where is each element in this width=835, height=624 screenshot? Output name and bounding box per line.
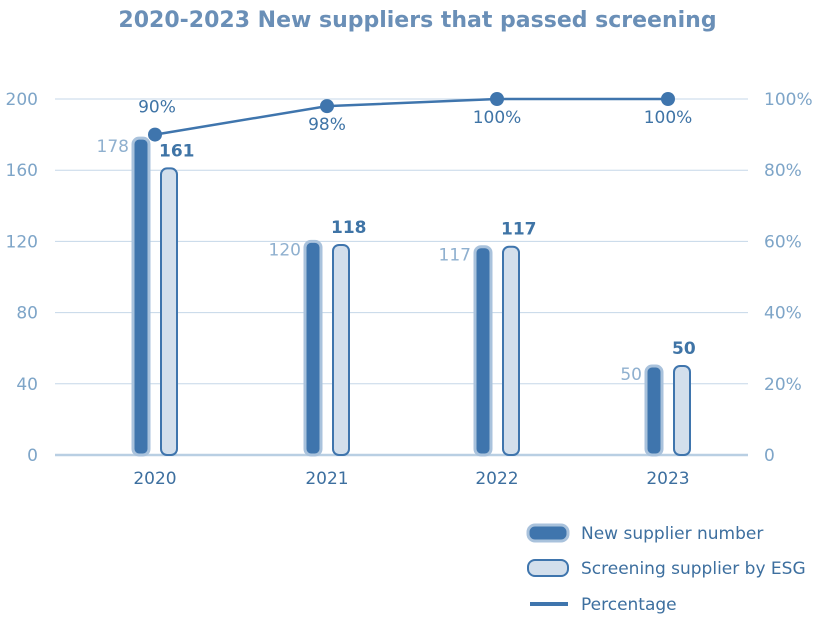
y-left-tick-label: 80 xyxy=(16,304,38,324)
y-left-tick-label: 200 xyxy=(6,90,38,110)
bar-new-supplier xyxy=(303,239,323,457)
bar-new-supplier xyxy=(644,364,664,457)
bar-screening-esg xyxy=(673,365,691,456)
legend-swatch-screening-esg xyxy=(527,559,569,577)
bar-screening-esg xyxy=(160,167,178,456)
y-left-tick-label: 160 xyxy=(6,161,38,181)
data-label-screening-esg: 117 xyxy=(501,220,537,240)
legend-label-new-supplier: New supplier number xyxy=(581,524,763,544)
x-tick-label: 2021 xyxy=(305,469,348,489)
bar-new-supplier xyxy=(473,245,493,457)
data-label-screening-esg: 50 xyxy=(672,339,696,359)
x-tick-label: 2022 xyxy=(475,469,518,489)
data-label-new-supplier: 50 xyxy=(620,365,642,385)
legend-label-screening-esg: Screening supplier by ESG xyxy=(581,559,806,579)
y-right-tick-label: 40% xyxy=(764,304,802,324)
point-percentage xyxy=(490,92,504,106)
y-left-tick-label: 40 xyxy=(16,375,38,395)
data-label-percentage: 90% xyxy=(138,98,176,118)
data-label-percentage: 98% xyxy=(308,115,346,135)
y-right-tick-label: 100% xyxy=(764,90,813,110)
legend-label-percentage: Percentage xyxy=(581,595,677,615)
y-left-tick-label: 0 xyxy=(27,446,38,466)
data-label-percentage: 100% xyxy=(644,108,693,128)
point-percentage xyxy=(661,92,675,106)
data-label-new-supplier: 120 xyxy=(269,240,301,260)
point-percentage xyxy=(320,99,334,114)
bar-new-supplier xyxy=(131,136,151,457)
point-percentage xyxy=(148,127,162,142)
data-label-percentage: 100% xyxy=(473,108,522,128)
bar-screening-esg xyxy=(332,243,350,456)
data-label-new-supplier: 117 xyxy=(439,246,471,266)
chart-title: 2020-2023 New suppliers that passed scre… xyxy=(118,8,717,33)
y-right-tick-label: 60% xyxy=(764,232,802,252)
y-right-tick-label: 20% xyxy=(764,375,802,395)
x-tick-label: 2023 xyxy=(646,469,689,489)
line-percentage xyxy=(154,97,668,136)
bar-screening-esg xyxy=(502,245,520,456)
data-label-screening-esg: 118 xyxy=(331,218,367,238)
data-label-new-supplier: 178 xyxy=(97,137,129,157)
x-tick-label: 2020 xyxy=(133,469,176,489)
y-right-tick-label: 80% xyxy=(764,161,802,181)
y-right-tick-label: 0 xyxy=(764,446,775,466)
legend-swatch-new-supplier xyxy=(526,523,570,543)
y-left-tick-label: 120 xyxy=(6,232,38,252)
data-label-screening-esg: 161 xyxy=(159,141,195,161)
